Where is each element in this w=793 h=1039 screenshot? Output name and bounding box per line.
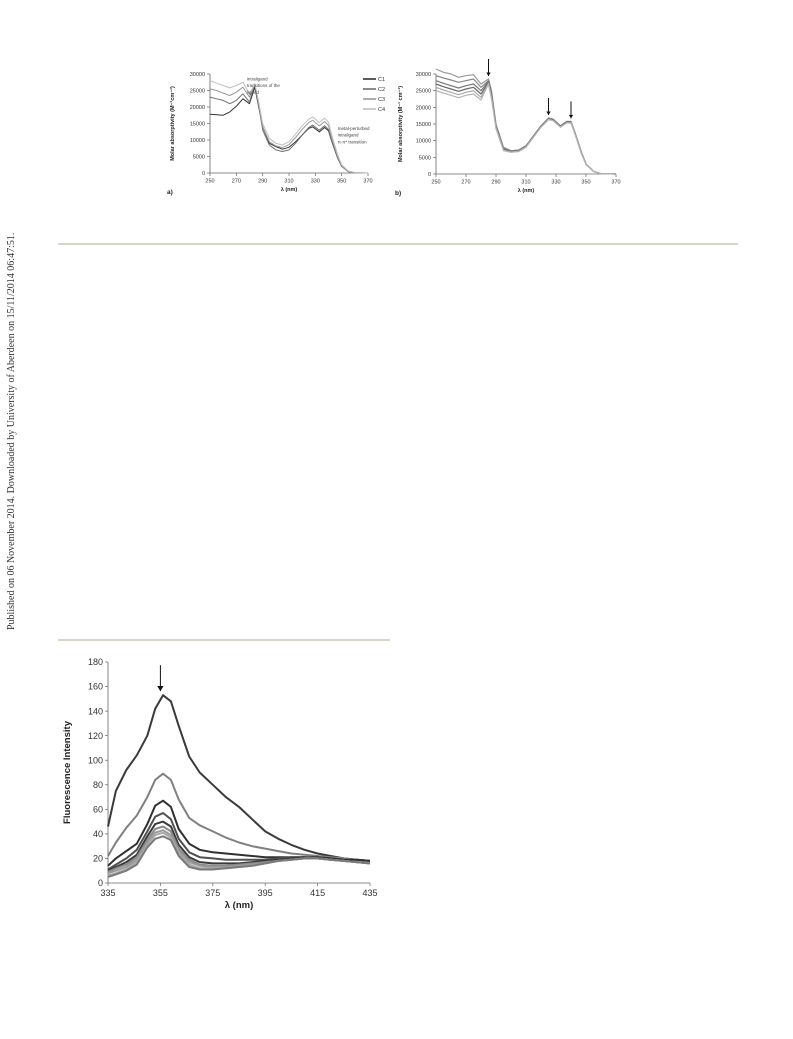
x-tick-label: 335 [100, 888, 115, 898]
y-tick-label: 20000 [190, 105, 205, 111]
section-divider-top [58, 243, 738, 245]
y-tick-label: 5000 [419, 155, 431, 161]
absorption-chart-a: 0 5000 10000 15000 20000 25000 30000 250 270 290 3… [167, 72, 385, 196]
legend-label: C4 [378, 107, 385, 113]
absorption-chart-b: 0 5000 10000 15000 20000 25000 30000 250 270 290 3… [395, 59, 621, 197]
y-tick-label: 15000 [190, 121, 205, 127]
annotation-text: intraligand [247, 77, 268, 82]
publication-sidebar-note: Published on 06 November 2014. Downloade… [4, 205, 18, 635]
y-tick-label: 180 [88, 657, 103, 667]
y-tick-label: 160 [88, 682, 103, 692]
x-tick-label: 310 [284, 179, 293, 185]
x-tick-label: 270 [232, 179, 241, 185]
x-tick-label: 330 [311, 179, 320, 185]
arrow-head [157, 686, 164, 692]
x-tick-label: 250 [431, 180, 440, 186]
y-tick-label: 140 [88, 706, 103, 716]
y-tick-label: 0 [428, 172, 431, 178]
series-line [435, 68, 617, 175]
series-line [107, 799, 371, 867]
series-line [435, 83, 617, 175]
y-axis-label: Molar absorptivity (M⁻¹ cm⁻¹) [397, 86, 404, 162]
x-tick-label: 290 [491, 180, 500, 186]
y-tick-label: 20 [93, 854, 103, 864]
series-line [209, 83, 369, 174]
arrow-head [568, 114, 574, 119]
arrow-head [486, 72, 491, 76]
y-tick-label: 100 [88, 755, 103, 765]
legend-label: C3 [378, 97, 385, 103]
y-tick-label: 15000 [416, 122, 431, 128]
x-tick-label: 375 [205, 888, 220, 898]
series-line [435, 80, 617, 175]
legend-label: C2 [378, 87, 385, 93]
x-axis-label: λ (nm) [281, 187, 298, 193]
annotation-text: metal-perturbed [338, 126, 370, 131]
x-tick-label: 355 [153, 888, 168, 898]
x-tick-label: 370 [363, 179, 372, 185]
y-tick-label: 25000 [190, 88, 205, 94]
x-tick-label: 350 [581, 180, 590, 186]
y-tick-label: 40 [93, 829, 103, 839]
x-tick-label: 250 [205, 179, 214, 185]
publication-sidebar-text: Published on 06 November 2014. Downloade… [6, 232, 17, 630]
y-axis-label: Molar absorptivity (M⁻¹cm⁻¹) [169, 86, 176, 161]
series-line [107, 772, 371, 862]
x-axis-label: λ (nm) [225, 900, 254, 911]
annotation-text: π-π* transition [338, 139, 367, 144]
y-tick-label: 25000 [416, 89, 431, 95]
x-tick-label: 310 [521, 180, 530, 186]
series-line [209, 83, 369, 174]
fluorescence-chart: 0 20 40 60 80 100 120 140 160 180 335 355 375 395 415 4… [62, 657, 378, 911]
y-tick-label: 5000 [193, 154, 205, 160]
x-axis-label: λ (nm) [518, 188, 535, 194]
x-tick-label: 435 [362, 888, 377, 898]
y-tick-label: 30000 [416, 72, 431, 78]
x-tick-label: 330 [551, 180, 560, 186]
x-tick-label: 395 [258, 888, 273, 898]
x-tick-label: 270 [461, 180, 470, 186]
x-tick-label: 370 [611, 180, 620, 186]
x-tick-label: 415 [310, 888, 325, 898]
panel-label: b) [395, 190, 401, 197]
series-line [107, 835, 371, 878]
annotation-text: transitions of the [247, 83, 281, 88]
annotation-text: intraligand [338, 133, 359, 138]
y-tick-label: 30000 [190, 72, 205, 78]
x-tick-label: 350 [337, 179, 346, 185]
arrow-head [546, 111, 551, 115]
y-tick-label: 60 [93, 804, 103, 814]
x-tick-label: 290 [258, 179, 267, 185]
annotation-text: ligand [247, 90, 260, 95]
y-tick-label: 10000 [190, 138, 205, 144]
y-tick-label: 0 [202, 171, 205, 177]
section-divider-bottom [58, 639, 390, 641]
series-line [209, 80, 369, 174]
series-line [435, 82, 617, 175]
y-tick-label: 80 [93, 780, 103, 790]
y-tick-label: 10000 [416, 139, 431, 145]
legend-label: C1 [378, 77, 385, 83]
y-axis-label: Fluorescence Intensity [62, 720, 73, 824]
series-line [107, 694, 371, 862]
y-tick-label: 120 [88, 731, 103, 741]
y-tick-label: 20000 [416, 105, 431, 111]
panel-label: a) [167, 189, 173, 196]
y-tick-label: 0 [98, 878, 103, 888]
